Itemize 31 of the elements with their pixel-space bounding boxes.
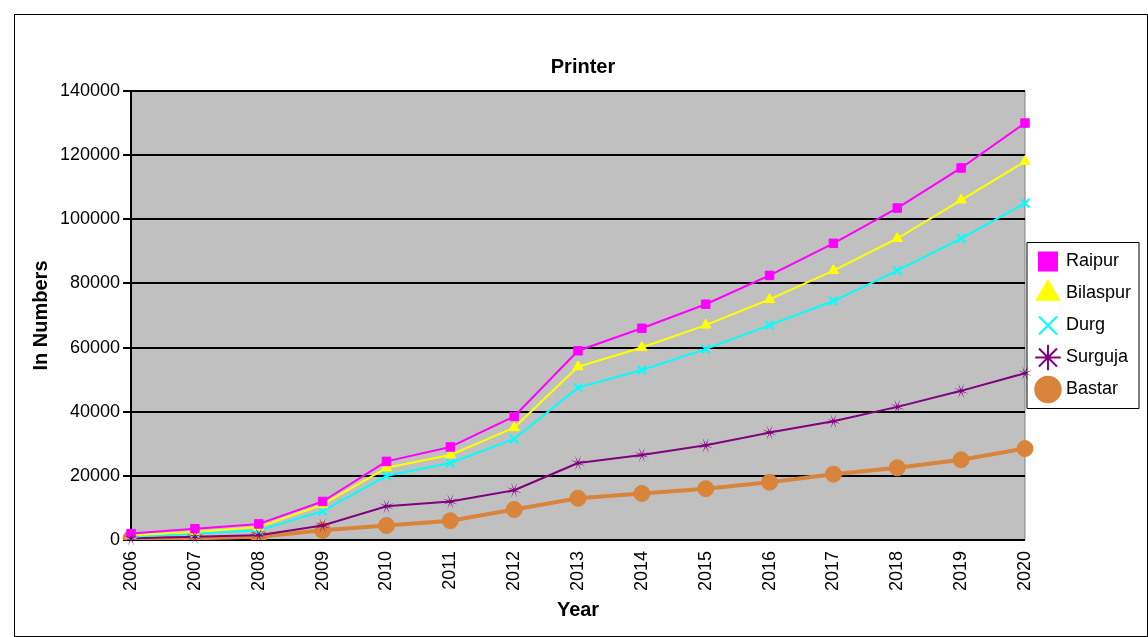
y-tick-label: 40000 — [70, 400, 121, 421]
x-tick-label: 2007 — [183, 550, 204, 591]
x-axis-title: Year — [556, 597, 600, 620]
y-tick-label: 20000 — [70, 464, 121, 485]
x-tick-label: 2011 — [439, 550, 460, 590]
y-tick-label: 80000 — [70, 272, 121, 293]
y-tick-label: 60000 — [70, 336, 121, 357]
x-tick-label: 2019 — [950, 550, 971, 591]
y-tick-label: 100000 — [59, 208, 121, 229]
y-tick-label: 120000 — [59, 144, 121, 165]
legend-label: Bastar — [1065, 378, 1118, 399]
legend-label: Surguja — [1065, 346, 1129, 367]
y-tick-label: 140000 — [59, 79, 121, 100]
x-tick-label: 2008 — [247, 550, 268, 591]
x-tick-label: 2006 — [120, 550, 141, 591]
x-tick-label: 2012 — [503, 550, 524, 591]
legend-label: Durg — [1065, 314, 1105, 335]
chart-title: Printer — [550, 54, 616, 77]
x-tick-label: 2016 — [758, 550, 779, 591]
x-tick-label: 2017 — [822, 550, 843, 591]
x-tick-label: 2018 — [886, 550, 907, 591]
y-axis-title: In Numbers — [28, 260, 51, 371]
y-tick-label: 0 — [110, 528, 121, 549]
x-tick-label: 2009 — [311, 550, 332, 591]
x-tick-label: 2010 — [375, 550, 396, 591]
x-tick-label: 2014 — [630, 550, 651, 591]
x-tick-label: 2013 — [566, 550, 587, 591]
x-tick-label: 2015 — [694, 550, 715, 591]
legend-label: Bilaspur — [1065, 282, 1132, 303]
x-tick-label: 2020 — [1013, 550, 1034, 591]
legend-label: Raipur — [1065, 250, 1119, 271]
